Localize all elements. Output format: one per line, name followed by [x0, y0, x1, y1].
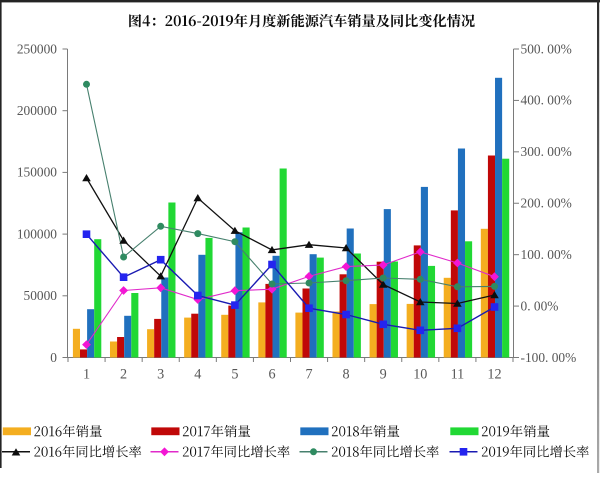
svg-text:9: 9 [380, 366, 387, 382]
svg-text:250000: 250000 [17, 41, 57, 56]
svg-text:12: 12 [487, 366, 501, 382]
svg-text:0: 0 [50, 350, 57, 365]
svg-text:6: 6 [268, 366, 275, 382]
svg-text:1: 1 [83, 366, 90, 382]
svg-text:11: 11 [451, 366, 465, 382]
svg-text:2: 2 [120, 366, 127, 382]
svg-text:-100. 00%: -100. 00% [521, 350, 577, 365]
svg-text:8: 8 [343, 366, 350, 382]
svg-text:400. 00%: 400. 00% [521, 93, 572, 108]
svg-text:150000: 150000 [17, 165, 57, 180]
svg-text:0. 00%: 0. 00% [521, 298, 559, 313]
svg-text:3: 3 [157, 366, 164, 382]
svg-text:100000: 100000 [17, 226, 57, 241]
svg-text:200000: 200000 [17, 103, 57, 118]
svg-text:7: 7 [305, 366, 312, 382]
svg-text:50000: 50000 [24, 288, 58, 303]
svg-text:500. 00%: 500. 00% [521, 41, 572, 56]
svg-text:5: 5 [231, 366, 238, 382]
svg-text:10: 10 [413, 366, 427, 382]
svg-text:300. 00%: 300. 00% [521, 144, 572, 159]
svg-text:200. 00%: 200. 00% [521, 196, 572, 211]
svg-text:4: 4 [194, 366, 201, 382]
svg-text:100. 00%: 100. 00% [521, 247, 572, 262]
